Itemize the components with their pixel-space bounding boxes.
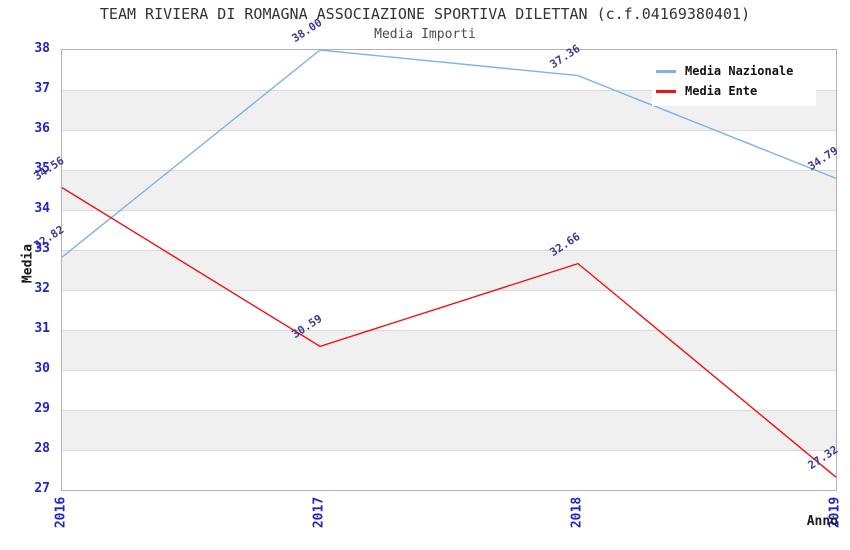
- y-tick-label: 31: [34, 321, 50, 336]
- legend-item-media-nazionale: Media Nazionale: [656, 61, 816, 81]
- legend-item-media-ente: Media Ente: [656, 81, 816, 101]
- gridline: [62, 410, 836, 411]
- y-tick-label: 30: [34, 361, 50, 376]
- y-tick-label: 37: [34, 81, 50, 96]
- series-line-media-nazionale: [61, 49, 837, 258]
- gridline: [62, 210, 836, 211]
- gridline: [62, 170, 836, 171]
- y-tick-label: 35: [34, 161, 50, 176]
- gridline: [62, 370, 836, 371]
- gridline: [62, 290, 836, 291]
- gridline: [62, 130, 836, 131]
- y-tick-label: 34: [34, 201, 50, 216]
- x-tick-label: 2017: [311, 496, 327, 529]
- series-lines: [61, 49, 837, 478]
- plot-area: 32.82 38.00 37.36 34.79 34.56 30.59 32.66 27.32: [32, 16, 840, 491]
- plot-band: [62, 170, 836, 210]
- gridline: [62, 330, 836, 331]
- chart-title: TEAM RIVIERA DI ROMAGNA ASSOCIAZIONE SPO…: [99, 5, 751, 23]
- y-tick-label: 38: [34, 41, 50, 56]
- legend-swatch-media-ente: [656, 89, 676, 93]
- chart-subtitle: Media Importi: [374, 27, 476, 42]
- x-axis-label: Anno: [806, 514, 838, 529]
- legend-swatch-media-nazionale: [656, 69, 676, 73]
- legend-label-media-nazionale: Media Nazionale: [685, 64, 794, 78]
- x-tick-label: 2016: [53, 496, 69, 529]
- legend-label-media-ente: Media Ente: [685, 84, 758, 98]
- y-tick-label: 32: [34, 281, 50, 296]
- y-tick-label: 29: [34, 401, 50, 416]
- y-tick-label: 28: [34, 441, 50, 456]
- gridline: [62, 450, 836, 451]
- gridline: [62, 250, 836, 251]
- x-tick-label: 2018: [569, 496, 585, 529]
- series-line-media-ente: [61, 187, 837, 478]
- legend: Media Nazionale Media Ente: [652, 58, 816, 106]
- y-tick-label: 33: [34, 241, 50, 256]
- plot-band: [62, 410, 836, 450]
- y-tick-label: 27: [34, 481, 50, 496]
- plot-band: [62, 250, 836, 290]
- gridline: [62, 90, 836, 91]
- y-tick-label: 36: [34, 121, 50, 136]
- plot-band: [62, 330, 836, 370]
